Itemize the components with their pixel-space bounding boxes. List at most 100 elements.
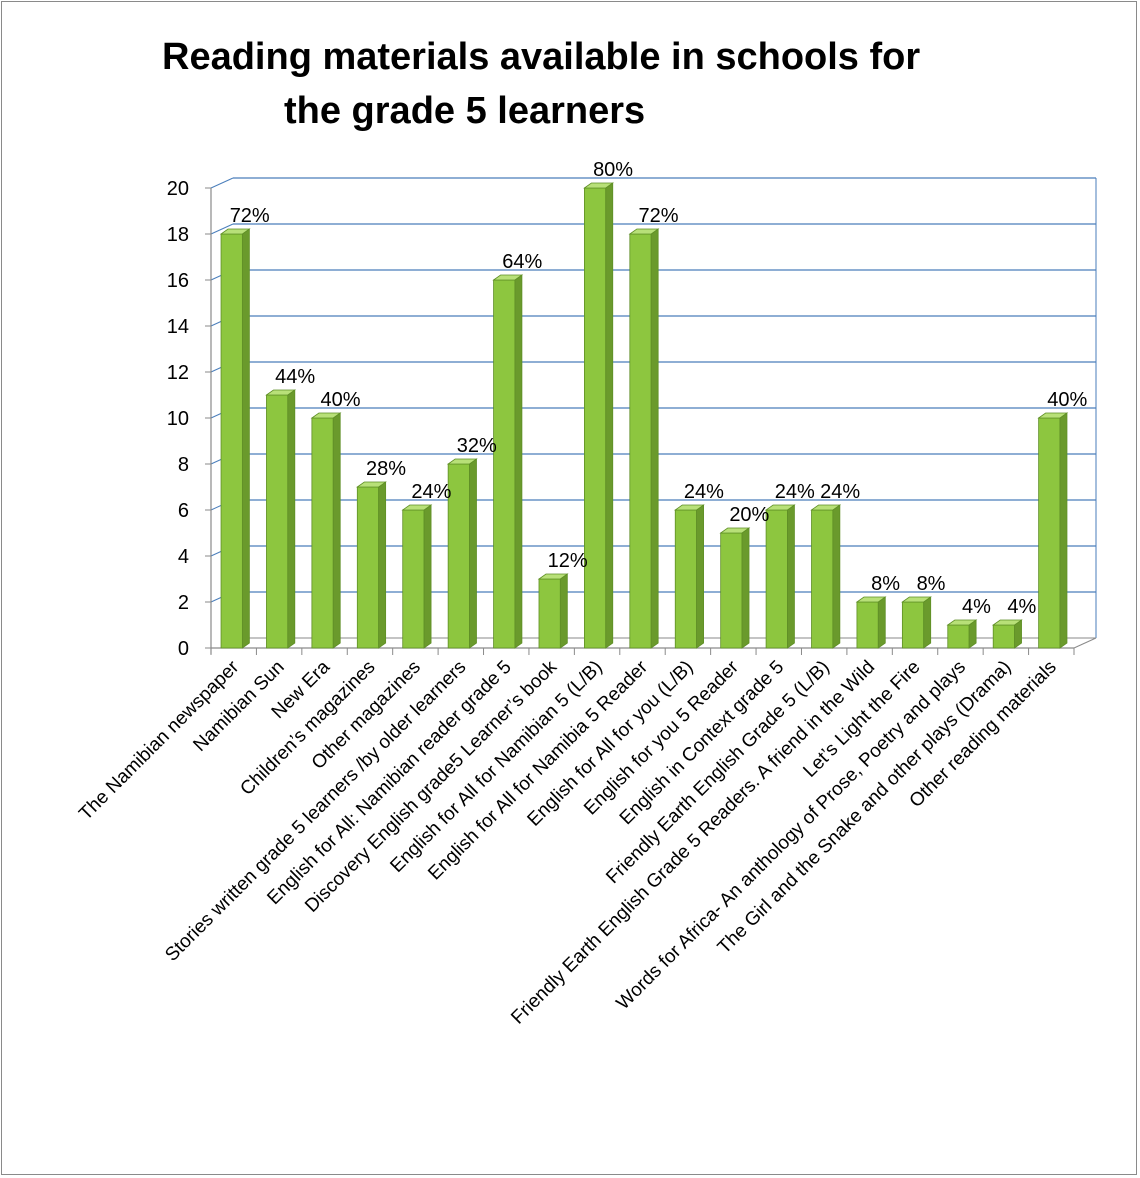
bar-side xyxy=(514,274,523,649)
bar-top xyxy=(219,228,251,235)
bar xyxy=(446,458,478,649)
bar-side xyxy=(832,504,841,649)
bar-top xyxy=(356,481,387,488)
bar xyxy=(219,228,251,649)
y-tick-label: 18 xyxy=(167,224,189,246)
bar-side xyxy=(877,596,886,649)
y-tick-label: 14 xyxy=(167,316,189,338)
data-label: 28% xyxy=(366,458,406,480)
bar xyxy=(901,596,932,649)
bar-front xyxy=(901,601,925,649)
bar xyxy=(537,573,569,649)
bar-side xyxy=(287,389,296,649)
bar-front xyxy=(584,187,607,649)
bar-top xyxy=(401,504,433,511)
data-label: 24% xyxy=(684,481,724,503)
bar xyxy=(356,481,387,649)
chart-title-line-1: Reading materials available in schools f… xyxy=(162,36,921,78)
bar-top xyxy=(265,389,297,396)
bar-top xyxy=(583,182,615,189)
bar xyxy=(764,504,796,649)
data-label: 32% xyxy=(457,435,497,457)
bar xyxy=(310,412,342,649)
bar-front xyxy=(811,509,834,649)
bar-front xyxy=(629,233,652,649)
gridline-depth xyxy=(210,223,234,235)
data-label: 4% xyxy=(962,596,991,618)
bar-top xyxy=(810,504,842,511)
y-tick-labels: 0 2 4 6 8 10 12 14 16 18 20 xyxy=(167,178,189,660)
bar xyxy=(401,504,433,649)
y-tick-label: 2 xyxy=(178,592,189,614)
bar-side xyxy=(1059,412,1068,649)
y-tick-label: 12 xyxy=(167,362,189,384)
bar-side xyxy=(650,228,659,649)
data-label: 8% xyxy=(917,573,946,595)
bar-side xyxy=(696,504,704,649)
bar-side xyxy=(787,504,795,649)
data-label: 72% xyxy=(230,205,270,227)
data-label: 24% xyxy=(411,481,451,503)
bar-top xyxy=(1037,412,1069,419)
data-labels: 72%44%40%28%24%32%64%12%80%72%24%20%24% 2… xyxy=(230,159,1088,618)
data-label: 20% xyxy=(729,504,769,526)
bar-side xyxy=(241,228,250,649)
bar-top xyxy=(628,228,660,235)
bar xyxy=(719,527,751,649)
bar-top xyxy=(991,619,1023,626)
data-label: 80% xyxy=(593,159,633,181)
y-tick-label: 20 xyxy=(167,178,189,200)
data-label: 24% xyxy=(820,481,860,503)
bar-top xyxy=(901,596,932,603)
bar-side xyxy=(559,573,568,649)
bar-front xyxy=(311,417,334,649)
bar-front xyxy=(493,279,516,649)
y-tick-label: 6 xyxy=(178,500,189,522)
data-label: 72% xyxy=(638,205,678,227)
y-tick-label: 10 xyxy=(167,408,189,430)
bar-top xyxy=(537,573,569,580)
bar-side xyxy=(378,481,387,649)
bar xyxy=(946,619,978,649)
bar-top xyxy=(946,619,978,626)
bar-front xyxy=(765,509,788,649)
bar-top xyxy=(719,527,751,534)
y-tick-label: 16 xyxy=(167,270,189,292)
y-tick-label: 4 xyxy=(178,546,189,568)
bar-front xyxy=(220,233,243,649)
bar-top xyxy=(673,504,705,511)
bar-front xyxy=(856,601,879,649)
bar-front xyxy=(947,624,970,649)
bar xyxy=(1037,412,1069,649)
bar-front xyxy=(992,624,1015,649)
bar xyxy=(991,619,1023,649)
bar-top xyxy=(492,274,524,281)
bar-front xyxy=(402,509,425,649)
floor-right-edge xyxy=(1073,637,1097,649)
bar-side xyxy=(605,182,614,649)
bar-front xyxy=(266,394,289,649)
data-label: 40% xyxy=(1047,389,1087,411)
data-label: 24% xyxy=(775,481,815,503)
bar-front xyxy=(1038,417,1061,649)
bar xyxy=(583,182,615,649)
bar xyxy=(492,274,524,649)
bar xyxy=(673,504,705,649)
bar-top xyxy=(310,412,342,419)
data-label: 64% xyxy=(502,251,542,273)
bar-side xyxy=(423,504,432,649)
bar-front xyxy=(674,509,697,649)
bar xyxy=(628,228,660,649)
y-tick-label: 8 xyxy=(178,454,189,476)
data-label: 40% xyxy=(321,389,361,411)
data-label: 8% xyxy=(871,573,900,595)
bar-top xyxy=(855,596,887,603)
chart-title: Reading materials available in schools f… xyxy=(132,30,1032,138)
bar-side xyxy=(469,458,477,649)
bar-front xyxy=(356,486,380,649)
bar xyxy=(855,596,887,649)
data-label: 4% xyxy=(1007,596,1036,618)
bar xyxy=(265,389,297,649)
